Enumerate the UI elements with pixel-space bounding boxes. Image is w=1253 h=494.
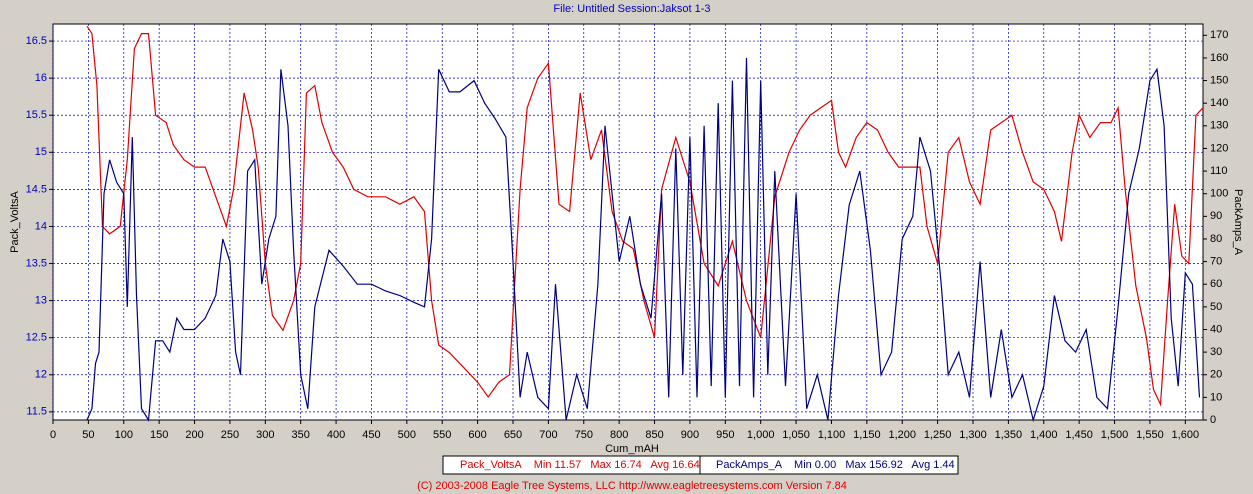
x-tick-label: 850 xyxy=(645,429,663,441)
legend-name: PackAmps_A xyxy=(716,459,783,471)
chart-title: File: Untitled Session:Jaksot 1-3 xyxy=(553,3,710,15)
y2-tick-label: 150 xyxy=(1210,74,1228,86)
x-tick-label: 1,150 xyxy=(853,429,881,441)
x-tick-label: 750 xyxy=(575,429,593,441)
x-tick-label: 300 xyxy=(256,429,274,441)
x-tick-label: 1,450 xyxy=(1065,429,1093,441)
y2-axis-label: PackAmps_A xyxy=(1232,189,1244,256)
y-tick-label: 15 xyxy=(35,146,47,158)
x-tick-label: 1,050 xyxy=(782,429,810,441)
x-tick-label: 1,100 xyxy=(818,429,846,441)
y2-tick-label: 110 xyxy=(1210,165,1228,177)
x-axis-label: Cum_mAH xyxy=(605,443,659,455)
y-tick-label: 16 xyxy=(35,72,47,84)
y2-tick-label: 60 xyxy=(1210,278,1222,290)
series-line xyxy=(86,25,1204,407)
x-tick-label: 1,200 xyxy=(888,429,916,441)
y-tick-label: 14 xyxy=(35,220,47,232)
legend-stats: Min 11.57 Max 16.74 Avg 16.64 xyxy=(534,459,700,471)
footer: (C) 2003-2008 Eagle Tree Systems, LLC ht… xyxy=(417,480,847,492)
x-tick-label: 1,400 xyxy=(1030,429,1058,441)
x-tick-label: 200 xyxy=(185,429,203,441)
x-tick-label: 1,300 xyxy=(959,429,987,441)
x-tick-label: 400 xyxy=(327,429,345,441)
y-tick-label: 11.5 xyxy=(26,406,47,418)
legend-name: Pack_VoltsA xyxy=(460,459,522,471)
y2-tick-label: 20 xyxy=(1210,369,1222,381)
legend-stats: Min 0.00 Max 156.92 Avg 1.44 xyxy=(794,459,955,471)
y-tick-label: 12 xyxy=(35,369,47,381)
y2-tick-label: 120 xyxy=(1210,142,1228,154)
x-tick-label: 550 xyxy=(433,429,451,441)
y-tick-label: 16.5 xyxy=(26,35,47,47)
x-tick-label: 250 xyxy=(221,429,239,441)
y2-tick-label: 90 xyxy=(1210,210,1222,222)
y2-tick-label: 170 xyxy=(1210,29,1228,41)
x-tick-label: 650 xyxy=(504,429,522,441)
y-tick-label: 13 xyxy=(35,295,47,307)
series-line xyxy=(86,57,1201,423)
y-axis-label: Pack_VoltsA xyxy=(9,190,21,252)
y2-tick-label: 130 xyxy=(1210,120,1228,132)
y2-tick-label: 50 xyxy=(1210,301,1222,313)
x-tick-label: 700 xyxy=(539,429,557,441)
x-tick-label: 50 xyxy=(82,429,94,441)
x-tick-label: 350 xyxy=(292,429,310,441)
y-tick-label: 15.5 xyxy=(26,109,47,121)
x-tick-label: 1,350 xyxy=(995,429,1023,441)
y2-tick-label: 80 xyxy=(1210,233,1222,245)
x-tick-label: 100 xyxy=(115,429,133,441)
x-tick-label: 0 xyxy=(50,429,56,441)
x-tick-label: 500 xyxy=(398,429,416,441)
x-tick-label: 450 xyxy=(362,429,380,441)
x-tick-label: 1,500 xyxy=(1101,429,1129,441)
y2-tick-label: 10 xyxy=(1210,391,1222,403)
y2-tick-label: 0 xyxy=(1210,414,1216,426)
y2-tick-label: 30 xyxy=(1210,346,1222,358)
y-tick-label: 14.5 xyxy=(26,183,47,195)
x-tick-label: 150 xyxy=(150,429,168,441)
x-tick-label: 1,550 xyxy=(1136,429,1164,441)
x-tick-label: 950 xyxy=(716,429,734,441)
y-tick-label: 13.5 xyxy=(26,257,47,269)
y-tick-label: 12.5 xyxy=(26,332,47,344)
y2-tick-label: 100 xyxy=(1210,188,1228,200)
y2-tick-label: 140 xyxy=(1210,97,1228,109)
x-tick-label: 900 xyxy=(681,429,699,441)
x-tick-label: 1,600 xyxy=(1172,429,1200,441)
y2-tick-label: 70 xyxy=(1210,256,1222,268)
x-tick-label: 1,000 xyxy=(747,429,775,441)
x-tick-label: 1,250 xyxy=(924,429,952,441)
y2-tick-label: 160 xyxy=(1210,52,1228,64)
x-tick-label: 800 xyxy=(610,429,628,441)
y2-tick-label: 40 xyxy=(1210,323,1222,335)
x-tick-label: 600 xyxy=(468,429,486,441)
